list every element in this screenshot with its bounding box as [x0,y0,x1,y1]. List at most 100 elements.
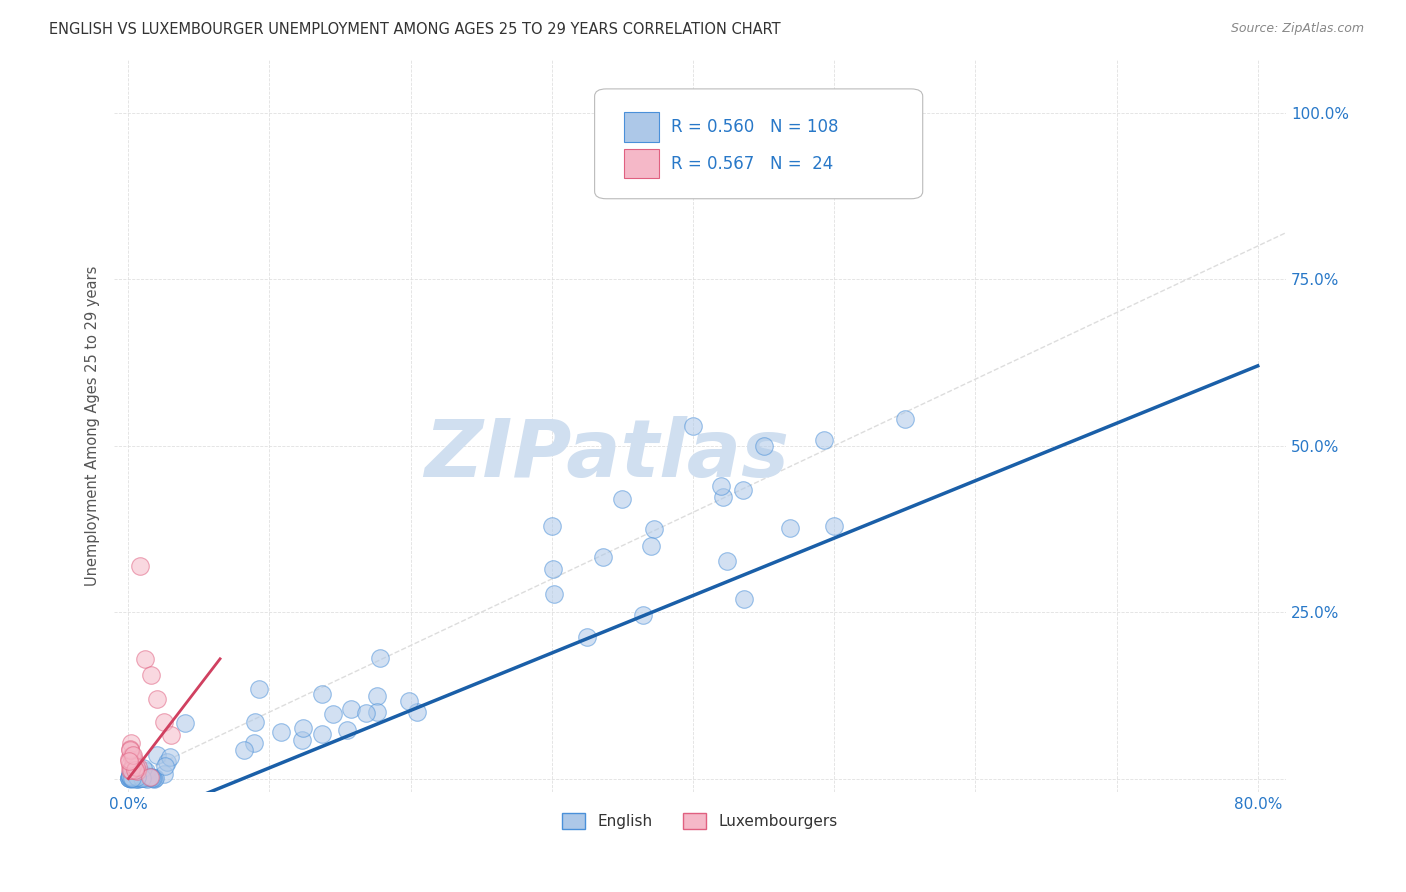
Point [127,770,149,784]
Point [711,490,734,504]
Point [631,607,654,622]
Point [143,772,166,786]
Point [120,764,142,778]
Point [132,772,155,786]
Point [146,747,169,762]
Point [894,412,917,426]
Point [159,728,181,742]
Point [127,767,149,781]
Point [243,714,266,729]
Point [127,770,149,784]
Point [121,768,143,782]
Point [540,518,562,533]
Point [141,770,163,784]
Point [243,736,266,750]
Point [134,769,156,783]
Point [122,757,145,772]
Point [366,689,388,703]
Point [575,630,598,644]
Point [311,726,333,740]
Point [128,770,150,784]
Point [128,767,150,781]
Point [120,772,142,786]
FancyBboxPatch shape [624,149,659,178]
Point [127,760,149,774]
Point [132,771,155,785]
Point [145,691,167,706]
Point [141,771,163,785]
Point [121,767,143,781]
Point [122,762,145,776]
Point [406,706,429,720]
Point [127,772,149,786]
Text: Source: ZipAtlas.com: Source: ZipAtlas.com [1230,22,1364,36]
Point [823,518,845,533]
Point [131,769,153,783]
Point [156,755,179,769]
Point [122,753,145,767]
Point [120,763,142,777]
Point [311,687,333,701]
Point [752,439,775,453]
Point [139,770,162,784]
Point [640,539,662,553]
Point [142,771,165,785]
Point [291,732,314,747]
Point [366,706,388,720]
Point [124,771,146,785]
Point [127,768,149,782]
Point [128,558,150,573]
Point [682,418,704,433]
Point [122,769,145,783]
FancyBboxPatch shape [624,112,659,142]
Point [127,770,149,784]
Point [121,771,143,785]
Point [541,562,564,576]
Point [127,767,149,781]
Point [233,743,256,757]
Point [131,771,153,785]
Point [139,771,162,785]
Point [270,724,292,739]
Point [142,772,165,786]
Point [125,769,148,783]
Point [710,479,733,493]
Point [121,772,143,786]
Point [612,491,634,506]
Point [120,771,142,785]
Text: R = 0.567   N =  24: R = 0.567 N = 24 [671,154,832,172]
Text: R = 0.560   N = 108: R = 0.560 N = 108 [671,118,838,136]
FancyBboxPatch shape [595,89,922,199]
Point [125,772,148,786]
Point [354,706,377,720]
Point [120,749,142,764]
Point [127,764,149,778]
Point [120,758,142,772]
Point [247,681,270,696]
Point [131,769,153,783]
Point [128,768,150,782]
Point [118,752,141,766]
Point [398,694,420,708]
Point [121,771,143,785]
Point [121,769,143,783]
Point [135,772,157,786]
Point [132,768,155,782]
Text: ENGLISH VS LUXEMBOURGER UNEMPLOYMENT AMONG AGES 25 TO 29 YEARS CORRELATION CHART: ENGLISH VS LUXEMBOURGER UNEMPLOYMENT AMO… [49,22,780,37]
Legend: English, Luxembourgers: English, Luxembourgers [557,807,844,836]
Point [127,770,149,784]
Point [779,521,801,535]
Point [120,770,142,784]
Point [592,550,614,565]
Point [643,522,665,536]
Point [125,760,148,774]
Point [370,651,392,665]
Point [135,764,157,778]
Text: ZIPatlas: ZIPatlas [423,416,789,494]
Point [153,759,176,773]
Point [128,771,150,785]
Point [134,652,156,666]
Point [174,716,197,731]
Point [124,763,146,777]
Y-axis label: Unemployment Among Ages 25 to 29 years: Unemployment Among Ages 25 to 29 years [86,266,100,586]
